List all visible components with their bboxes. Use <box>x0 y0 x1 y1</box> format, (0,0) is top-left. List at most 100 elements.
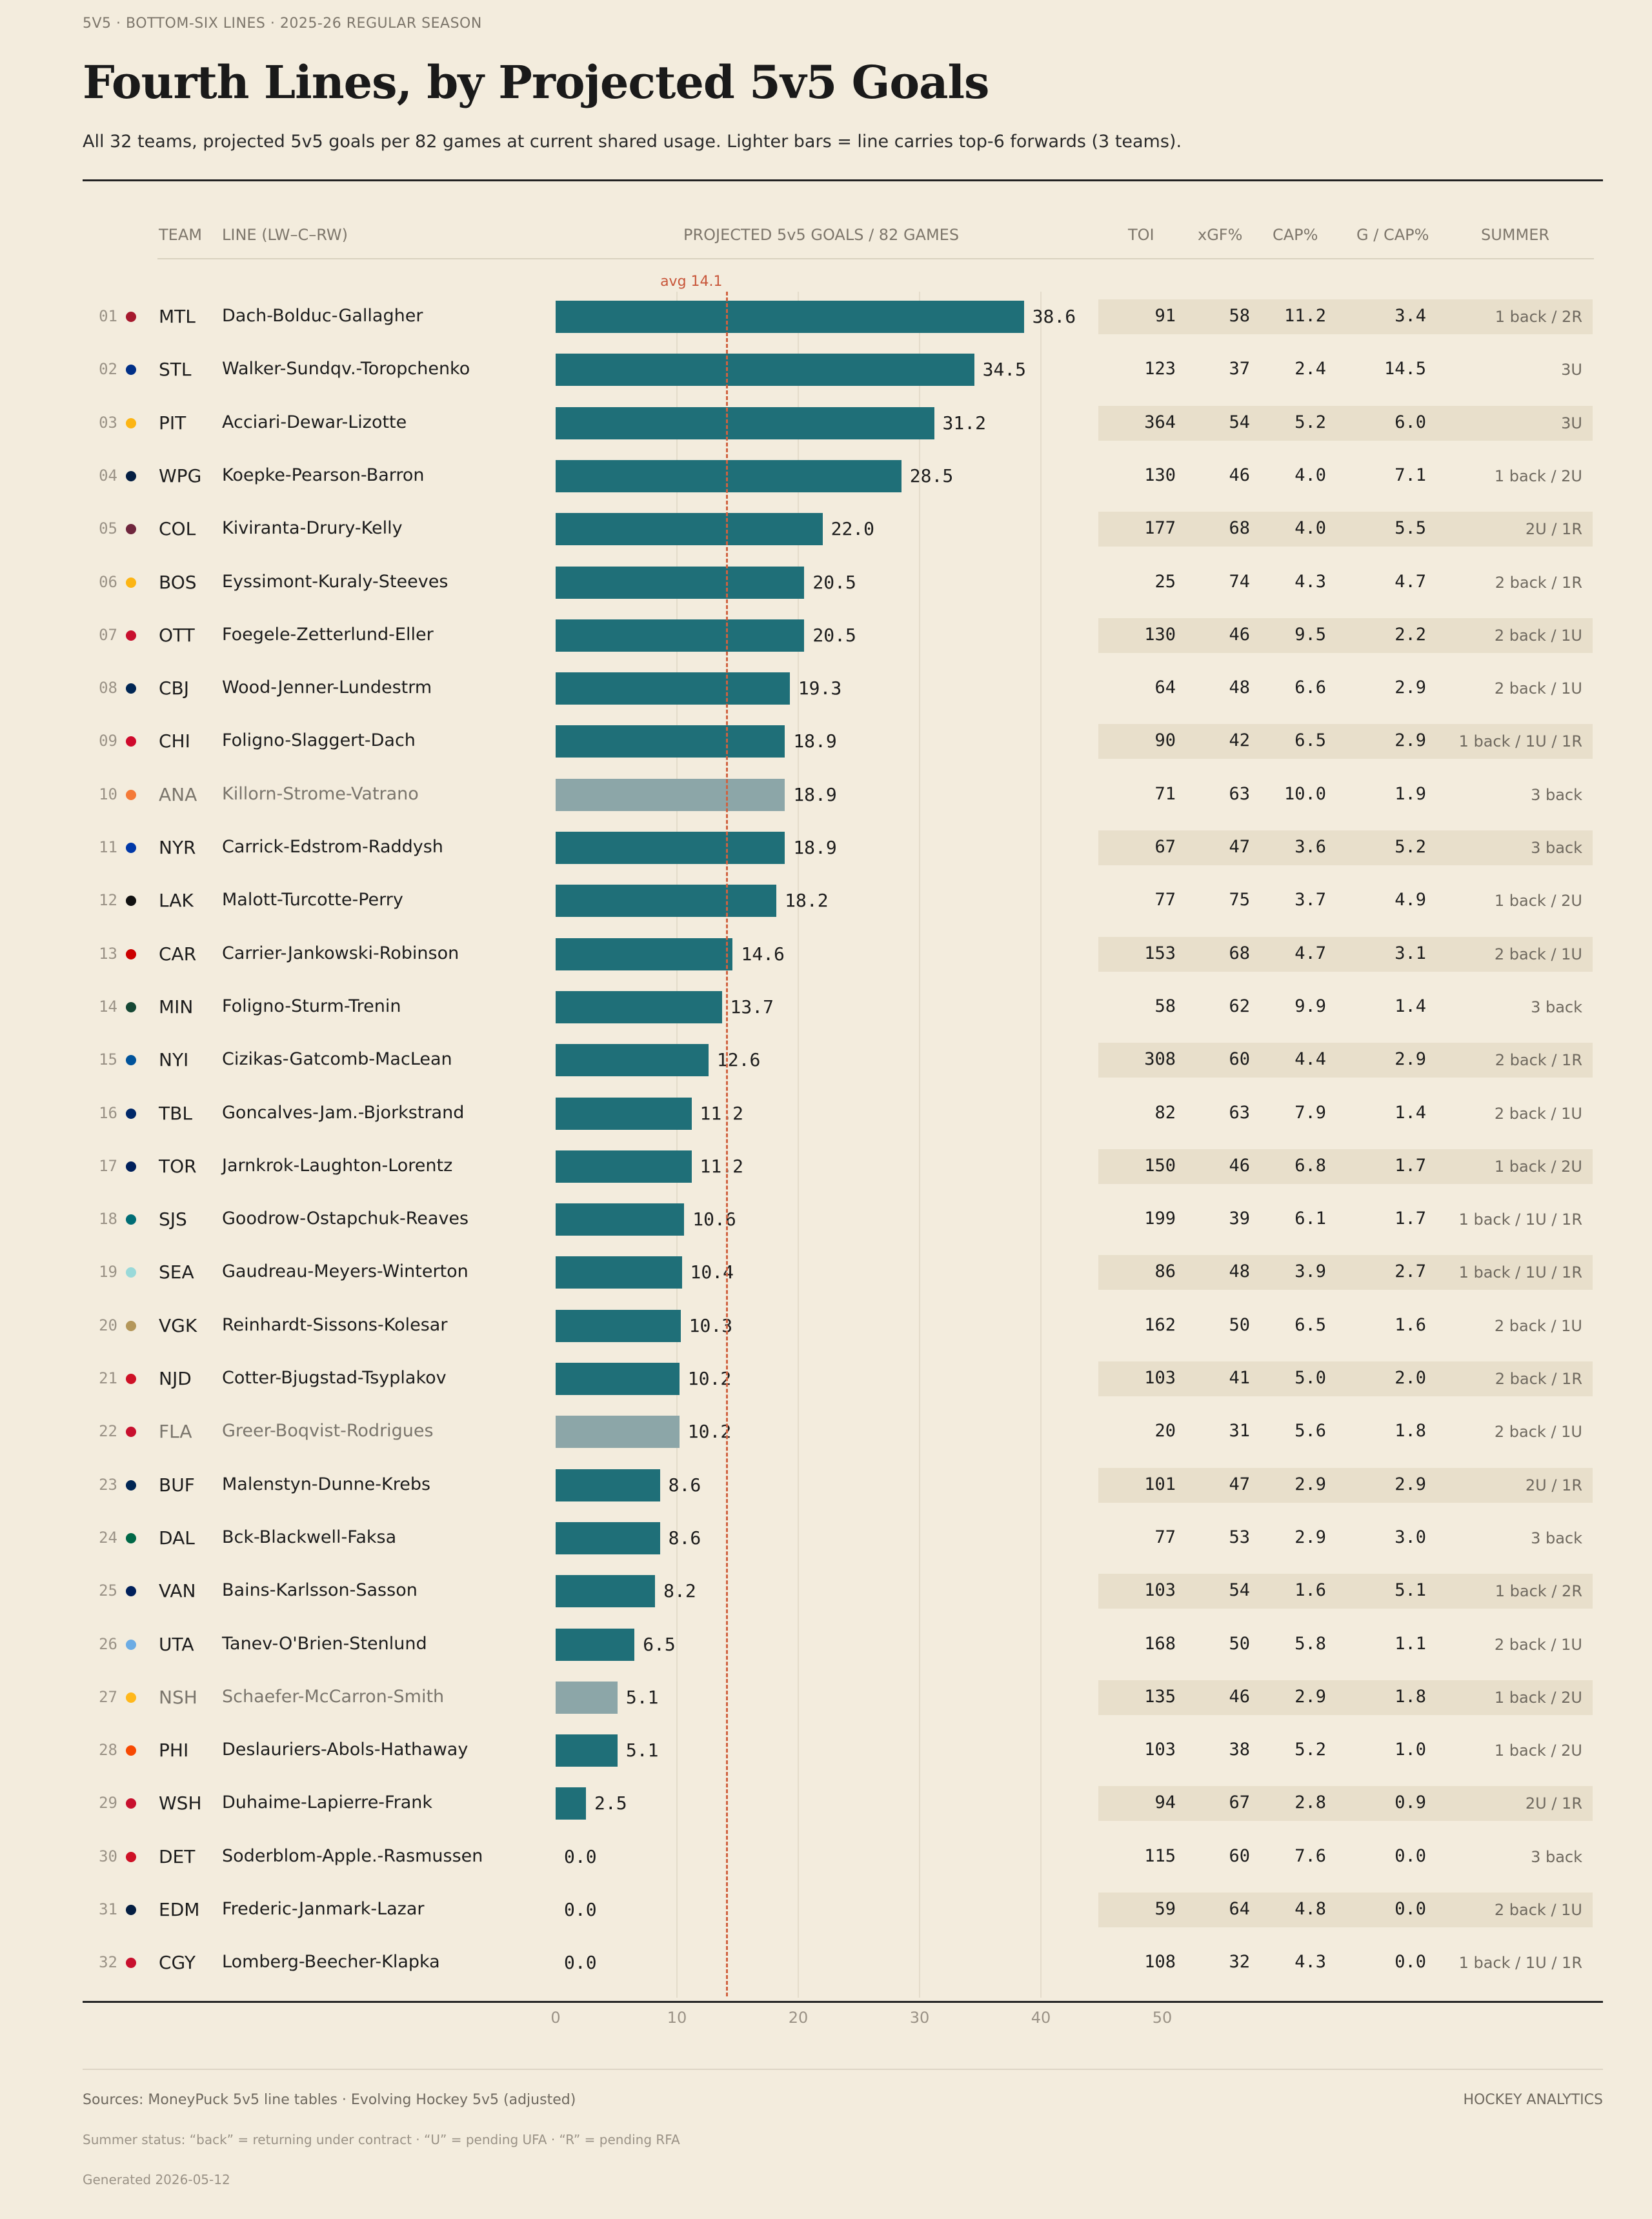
toi-value: 364 <box>1144 412 1176 432</box>
gcap-value: 1.7 <box>1395 1155 1426 1176</box>
rank-number: 03 <box>99 413 117 432</box>
rank-number: 04 <box>99 466 117 485</box>
row-stripe <box>1098 1467 1593 1503</box>
team-abbr: BOS <box>159 571 197 593</box>
cap-value: 4.0 <box>1294 518 1326 539</box>
xgf-value: 48 <box>1229 1261 1250 1282</box>
cap-value: 7.9 <box>1294 1102 1326 1123</box>
bar-value-label: 8.2 <box>663 1580 696 1602</box>
summer-status: 2U / 1R <box>1525 1794 1582 1813</box>
summer-status: 3 back <box>1531 785 1582 804</box>
line-name: Killorn-Strome-Vatrano <box>222 783 419 804</box>
cap-value: 11.2 <box>1284 306 1326 326</box>
goals-bar <box>556 672 790 705</box>
summer-status: 1 back / 2U <box>1494 467 1582 485</box>
bar-value-label: 5.1 <box>625 1686 659 1708</box>
gcap-value: 1.4 <box>1395 996 1426 1016</box>
rank-number: 31 <box>99 1900 117 1918</box>
line-name: Foegele-Zetterlund-Eller <box>222 624 434 645</box>
xgf-value: 42 <box>1229 730 1250 751</box>
header-toi: TOI <box>1128 226 1154 244</box>
gcap-value: 2.9 <box>1395 1474 1426 1494</box>
cap-value: 6.5 <box>1294 1314 1326 1335</box>
toi-value: 59 <box>1154 1899 1176 1919</box>
goals-bar <box>556 1681 618 1714</box>
row-stripe <box>1098 830 1593 865</box>
bar-value-label: 13.7 <box>730 996 774 1018</box>
summer-status: 1 back / 1U / 1R <box>1458 1263 1582 1282</box>
line-name: Goodrow-Ostapchuk-Reaves <box>222 1209 469 1229</box>
header-chart: PROJECTED 5v5 GOALS / 82 GAMES <box>683 226 960 244</box>
x-tick-label: 50 <box>1152 2009 1173 2027</box>
summer-status: 3 back <box>1531 839 1582 857</box>
line-name: Schaefer-McCarron-Smith <box>222 1686 445 1707</box>
summer-status: 2 back / 1R <box>1495 1051 1582 1070</box>
team-abbr: NYI <box>159 1049 189 1071</box>
xgf-value: 53 <box>1229 1527 1250 1547</box>
bar-value-label: 8.6 <box>668 1474 701 1496</box>
line-name: Cizikas-Gatcomb-MacLean <box>222 1049 452 1070</box>
line-name: Cotter-Bjugstad-Tsyplakov <box>222 1368 447 1388</box>
cap-value: 4.3 <box>1294 571 1326 592</box>
cap-value: 4.0 <box>1294 465 1326 485</box>
line-name: Reinhardt-Sissons-Kolesar <box>222 1314 448 1335</box>
line-name: Koepke-Pearson-Barron <box>222 465 425 485</box>
cap-value: 9.9 <box>1294 996 1326 1016</box>
toi-value: 177 <box>1144 518 1176 539</box>
toi-value: 103 <box>1144 1740 1176 1760</box>
bar-value-label: 6.5 <box>643 1633 676 1655</box>
summer-status: 1 back / 2U <box>1494 1688 1582 1707</box>
rank-number: 06 <box>99 572 117 591</box>
xgf-value: 63 <box>1229 1102 1250 1123</box>
rank-number: 11 <box>99 838 117 856</box>
toi-value: 153 <box>1144 943 1176 963</box>
toi-value: 115 <box>1144 1845 1176 1866</box>
x-tick-label: 0 <box>550 2009 561 2027</box>
summer-status: 2 back / 1U <box>1494 945 1582 963</box>
summer-status: 1 back / 1U / 1R <box>1458 1210 1582 1229</box>
bar-value-label: 2.5 <box>594 1792 627 1814</box>
gcap-value: 0.0 <box>1395 1845 1426 1866</box>
team-abbr: COL <box>159 518 196 540</box>
summer-status: 2 back / 1U <box>1494 1901 1582 1919</box>
kicker: 5V5 · BOTTOM-SIX LINES · 2025-26 REGULAR… <box>83 15 482 32</box>
goals-bar <box>556 1256 682 1289</box>
cap-value: 3.6 <box>1294 837 1326 857</box>
gcap-value: 0.9 <box>1395 1792 1426 1813</box>
header-rule <box>157 258 1594 259</box>
summer-status: 1 back / 1U / 1R <box>1458 732 1582 751</box>
bar-value-label: 20.5 <box>812 571 856 593</box>
gcap-value: 4.9 <box>1395 890 1426 910</box>
team-abbr: TOR <box>159 1155 197 1177</box>
toi-value: 103 <box>1144 1368 1176 1388</box>
goals-bar <box>556 619 805 652</box>
team-color-dot <box>126 843 136 853</box>
rank-number: 32 <box>99 1953 117 1972</box>
bar-value-label: 18.9 <box>793 730 837 752</box>
team-abbr: STL <box>159 359 192 381</box>
team-abbr: MIN <box>159 996 194 1018</box>
gcap-value: 2.0 <box>1395 1368 1426 1388</box>
bar-value-label: 0.0 <box>564 1952 597 1974</box>
toi-value: 58 <box>1154 996 1176 1016</box>
bar-value-label: 18.2 <box>785 890 829 912</box>
toi-value: 308 <box>1144 1049 1176 1070</box>
gcap-value: 2.9 <box>1395 730 1426 751</box>
header-cap: CAP% <box>1273 226 1318 244</box>
team-abbr: FLA <box>159 1421 192 1443</box>
toi-value: 101 <box>1144 1474 1176 1494</box>
toi-value: 103 <box>1144 1580 1176 1601</box>
cap-value: 6.8 <box>1294 1155 1326 1176</box>
header-team: TEAM <box>159 226 202 244</box>
bar-value-label: 18.9 <box>793 837 837 858</box>
goals-bar <box>556 990 722 1023</box>
rank-number: 17 <box>99 1156 117 1175</box>
gcap-value: 5.1 <box>1395 1580 1426 1601</box>
line-name: Dach-Bolduc-Gallagher <box>222 306 423 326</box>
xgf-value: 58 <box>1229 306 1250 326</box>
line-name: Eyssimont-Kuraly-Steeves <box>222 571 448 592</box>
goals-bar <box>556 1097 692 1130</box>
toi-value: 25 <box>1154 571 1176 592</box>
team-color-dot <box>126 949 136 959</box>
